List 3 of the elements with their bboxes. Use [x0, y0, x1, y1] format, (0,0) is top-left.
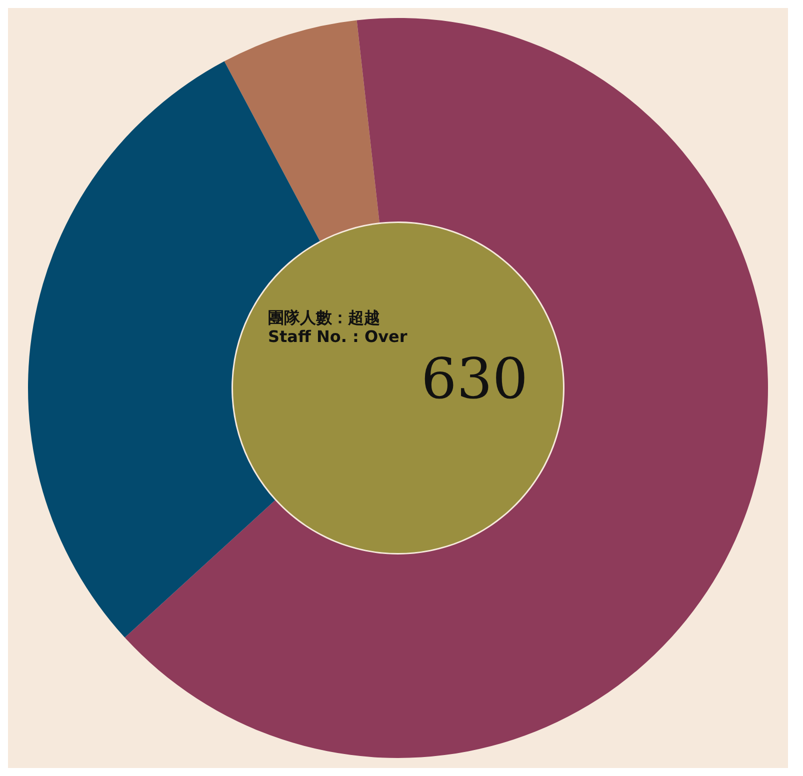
text: 630 — [420, 346, 528, 414]
text: Staff No. : Over — [268, 327, 408, 346]
text: 團隊人數：超越 — [268, 308, 381, 328]
